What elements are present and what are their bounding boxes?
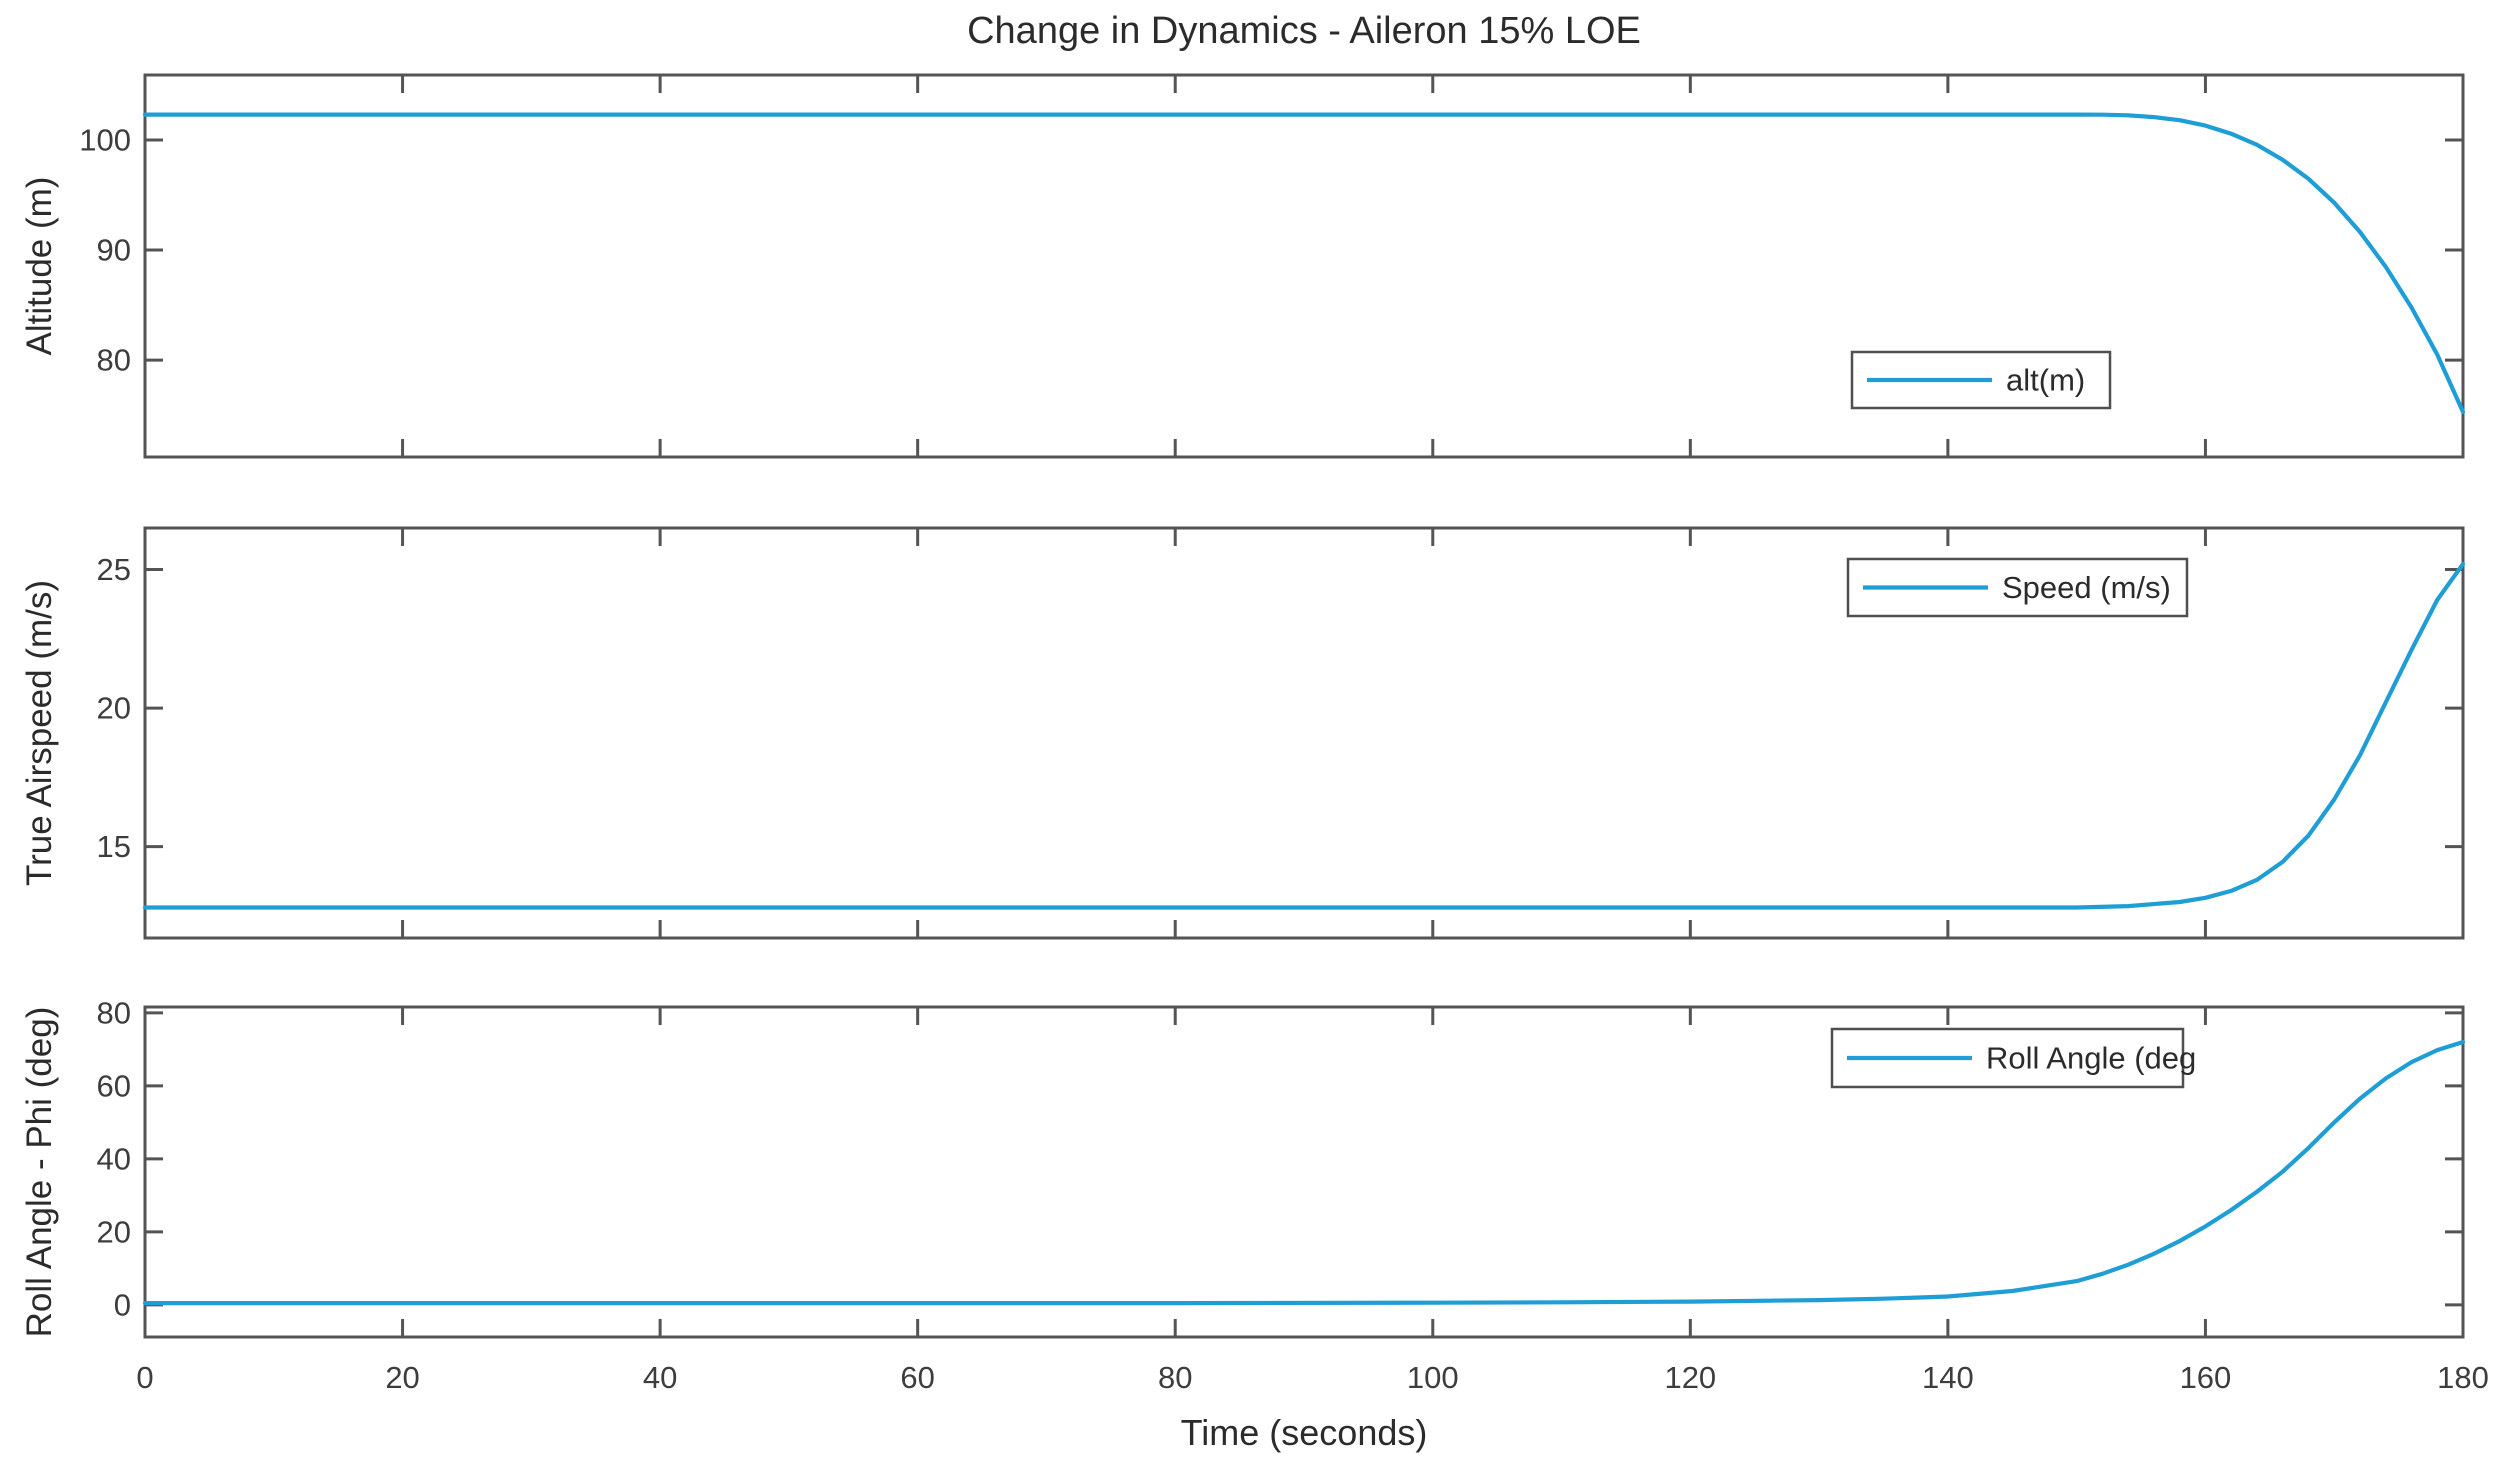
y-tick-label-roll-angle: 80 [97, 995, 131, 1030]
y-tick-label-airspeed: 15 [97, 829, 131, 864]
curve-roll-angle [142, 1039, 2466, 1306]
plot-box-roll-angle [143, 1005, 2465, 1339]
chart-title: Change in Dynamics - Aileron 15% LOE [967, 10, 1641, 52]
x-tick-label: 100 [1407, 1360, 1459, 1395]
y-tick-label-altitude: 100 [79, 122, 131, 157]
x-tick-label: 80 [1158, 1360, 1192, 1395]
x-tick-label: 20 [385, 1360, 419, 1395]
curve-airspeed [142, 561, 2466, 910]
x-tick-label: 0 [136, 1360, 153, 1395]
legend-label-airspeed: Speed (m/s) [2002, 570, 2171, 605]
y-tick-label-airspeed: 20 [97, 691, 131, 726]
y-tick-label-roll-angle: 20 [97, 1214, 131, 1249]
plot-box-airspeed [143, 526, 2465, 940]
x-tick-label: 180 [2437, 1360, 2489, 1395]
y-tick-label-roll-angle: 0 [114, 1287, 131, 1322]
x-tick-label: 160 [2180, 1360, 2232, 1395]
curve-altitude [142, 112, 2466, 414]
x-tick-label: 120 [1664, 1360, 1716, 1395]
x-axis-label: Time (seconds) [1180, 1412, 1428, 1453]
x-tick-label: 40 [643, 1360, 677, 1395]
y-tick-label-roll-angle: 60 [97, 1068, 131, 1103]
y-tick-label-altitude: 90 [97, 233, 131, 268]
plot-box-altitude [143, 73, 2465, 459]
legend-label-roll-angle: Roll Angle (deg [1986, 1041, 2196, 1076]
legend-label-altitude: alt(m) [2006, 363, 2085, 398]
y-tick-label-roll-angle: 40 [97, 1141, 131, 1176]
x-tick-label: 60 [900, 1360, 934, 1395]
y-tick-label-altitude: 80 [97, 343, 131, 378]
y-tick-label-airspeed: 25 [97, 552, 131, 587]
x-tick-label: 140 [1922, 1360, 1974, 1395]
